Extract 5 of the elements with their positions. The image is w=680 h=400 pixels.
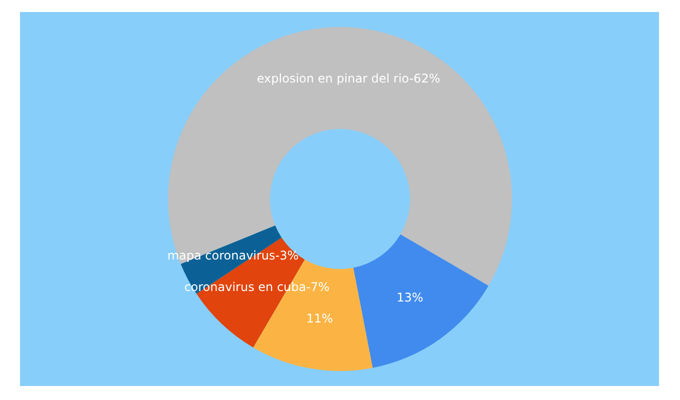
donut-slice [253, 259, 373, 371]
slice-label: explosion en pinar del rio-62% [256, 71, 440, 86]
data-label: 13% [396, 290, 424, 305]
donut-slice [353, 234, 489, 368]
data-label: 11% [306, 311, 333, 326]
